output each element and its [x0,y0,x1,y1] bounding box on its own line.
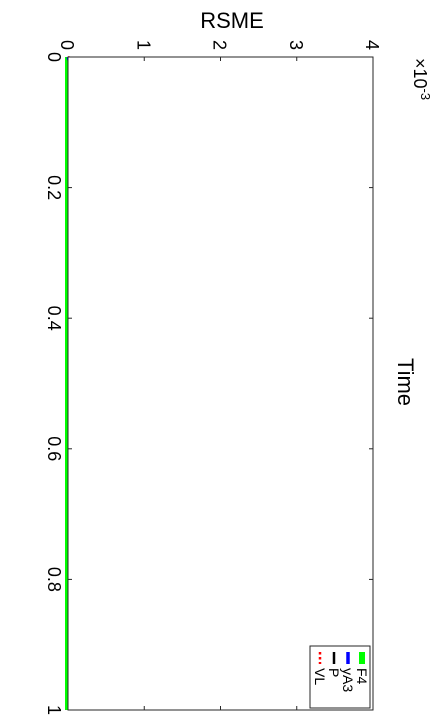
y-tick-label: 4 [362,40,382,50]
y-exponent-label: ×10-3 [410,58,433,100]
y-exponent-power: -3 [418,89,433,101]
y-axis-label: RSME [200,8,264,33]
x-tick-label: 0.6 [44,436,64,461]
x-tick-label: 0.8 [44,567,64,592]
x-tick-label: 0 [44,52,64,62]
y-tick-label: 3 [286,40,306,50]
y-tick-label: 2 [210,40,230,50]
y-tick-label: 0 [57,40,77,50]
axis-labels: RSME Time ×10-3 [200,8,433,406]
x-tick-label: 0.4 [44,306,64,331]
plot-frame [67,56,374,711]
x-axis-label: Time [393,358,418,406]
x-tick-label: 0.2 [44,175,64,200]
y-exponent-base: ×10 [410,58,430,89]
axes: 0 0.2 0.4 0.6 0.8 1 0 1 2 3 4 [44,40,382,715]
legend-label-p: P [326,668,342,677]
legend-box [309,645,371,709]
legend-label-ya3: yA3 [340,668,356,692]
y-tick-label: 1 [133,40,153,50]
legend-label-vl: VL [312,668,328,685]
x-tick-label: 1 [44,705,64,715]
legend-label-f4: F4 [354,668,370,685]
